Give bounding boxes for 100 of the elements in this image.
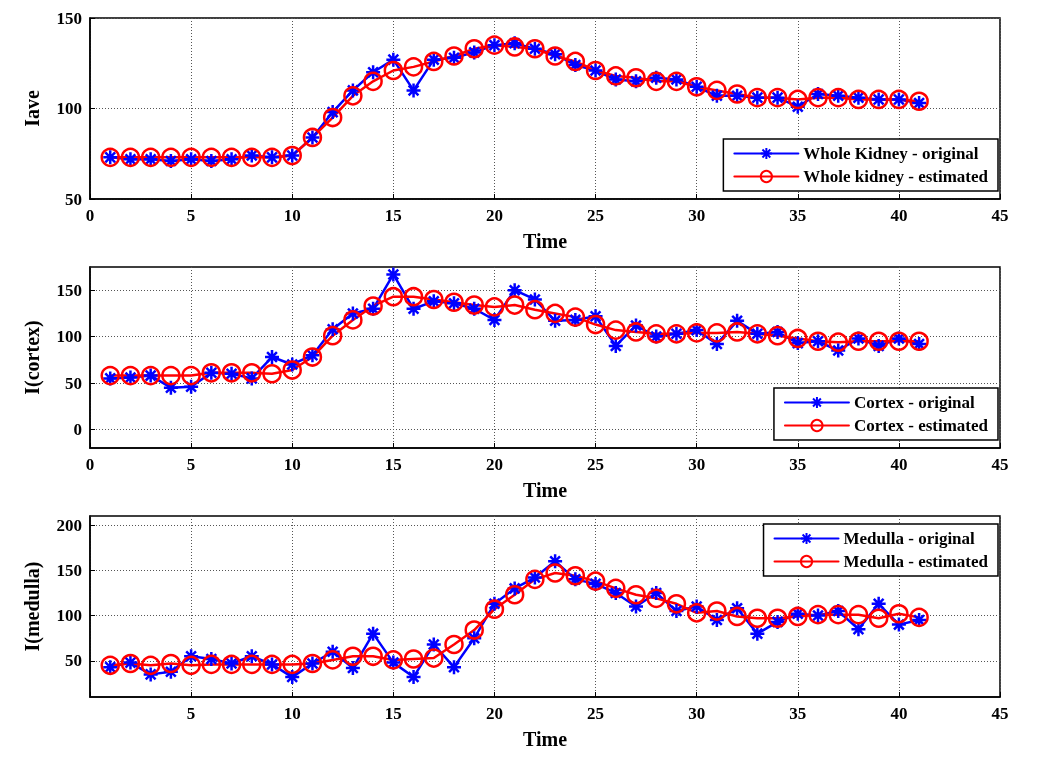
point xyxy=(707,323,727,343)
point xyxy=(606,320,626,340)
x-axis-title: Time xyxy=(522,728,568,750)
point xyxy=(646,588,666,609)
point xyxy=(424,648,444,668)
legend-label: Medulla - estimated xyxy=(843,552,989,571)
point xyxy=(405,82,422,99)
point xyxy=(666,594,687,614)
x-tick-label: 25 xyxy=(587,206,605,225)
x-tick-label: 5 xyxy=(186,704,196,723)
point xyxy=(385,266,402,283)
point xyxy=(405,668,422,686)
y-tick-label: 50 xyxy=(65,651,82,671)
point xyxy=(525,299,545,320)
point xyxy=(749,625,766,642)
point xyxy=(504,37,525,57)
point xyxy=(403,286,424,307)
point xyxy=(445,658,463,676)
point xyxy=(889,603,909,624)
point xyxy=(868,331,889,351)
point xyxy=(403,57,424,77)
point xyxy=(343,646,363,667)
point xyxy=(322,325,343,346)
point xyxy=(282,360,302,380)
x-tick-label: 40 xyxy=(890,206,908,225)
y-tick-label: 150 xyxy=(56,8,82,28)
point xyxy=(140,655,161,676)
point xyxy=(727,322,747,342)
point xyxy=(484,599,505,619)
point xyxy=(585,314,606,335)
x-tick-label: 25 xyxy=(587,704,605,723)
legend-label: Cortex - estimated xyxy=(853,416,989,435)
y-tick-label: 100 xyxy=(56,99,82,118)
legend-label: Medulla - original xyxy=(843,529,976,548)
point xyxy=(201,654,222,675)
point xyxy=(607,337,625,355)
x-tick-label: 35 xyxy=(789,206,807,225)
point xyxy=(727,606,747,627)
point xyxy=(788,328,808,349)
y-axis-title: I(cortex) xyxy=(21,320,44,395)
y-tick-label: 0 xyxy=(73,419,82,439)
point xyxy=(506,281,523,299)
x-tick-label: 30 xyxy=(688,206,706,225)
point xyxy=(464,620,484,640)
point xyxy=(828,332,848,352)
y-axis-title: Iave xyxy=(21,90,43,127)
point xyxy=(626,67,646,88)
x-tick-label: 10 xyxy=(283,206,301,225)
x-tick-label: 15 xyxy=(384,455,402,474)
point xyxy=(343,310,363,330)
point xyxy=(565,565,586,586)
point xyxy=(161,653,181,674)
x-tick-label: 20 xyxy=(485,704,503,723)
point xyxy=(788,89,808,110)
point xyxy=(788,606,808,627)
legend-label: Whole kidney - estimated xyxy=(803,167,989,186)
point xyxy=(201,147,222,168)
point xyxy=(464,39,484,59)
point xyxy=(364,625,382,642)
point xyxy=(161,365,181,386)
point xyxy=(565,51,586,72)
x-tick-label: 45 xyxy=(991,704,1009,723)
point xyxy=(425,636,443,653)
point xyxy=(545,563,565,583)
x-axis-title: Time xyxy=(522,479,568,501)
point xyxy=(848,604,869,625)
point xyxy=(100,365,120,386)
point xyxy=(606,66,626,86)
legend-label: Whole Kidney - original xyxy=(803,144,979,163)
point xyxy=(808,87,828,108)
x-tick-label: 40 xyxy=(890,455,908,474)
point xyxy=(767,325,788,346)
x-tick-label: 20 xyxy=(485,455,503,474)
x-tick-label: 0 xyxy=(85,206,95,225)
point xyxy=(363,71,383,92)
x-tick-label: 30 xyxy=(688,704,706,723)
point xyxy=(282,654,302,675)
x-tick-label: 35 xyxy=(789,455,807,474)
x-tick-label: 20 xyxy=(485,206,503,225)
legend-label: Cortex - original xyxy=(853,393,976,412)
point xyxy=(343,86,363,106)
point xyxy=(504,584,525,605)
point xyxy=(161,147,181,168)
y-axis-title: I(medulla) xyxy=(21,561,44,652)
point xyxy=(545,303,565,324)
point xyxy=(626,322,646,342)
point xyxy=(868,608,889,629)
point xyxy=(181,655,201,676)
point xyxy=(322,107,343,128)
x-tick-label: 5 xyxy=(186,455,196,474)
x-tick-label: 35 xyxy=(789,704,807,723)
point xyxy=(686,603,707,623)
point xyxy=(363,646,383,667)
point xyxy=(707,80,727,101)
point xyxy=(767,608,788,629)
point xyxy=(242,654,262,675)
point xyxy=(383,286,404,307)
point xyxy=(747,608,768,629)
x-tick-label: 10 xyxy=(283,455,301,474)
x-tick-label: 40 xyxy=(890,704,908,723)
